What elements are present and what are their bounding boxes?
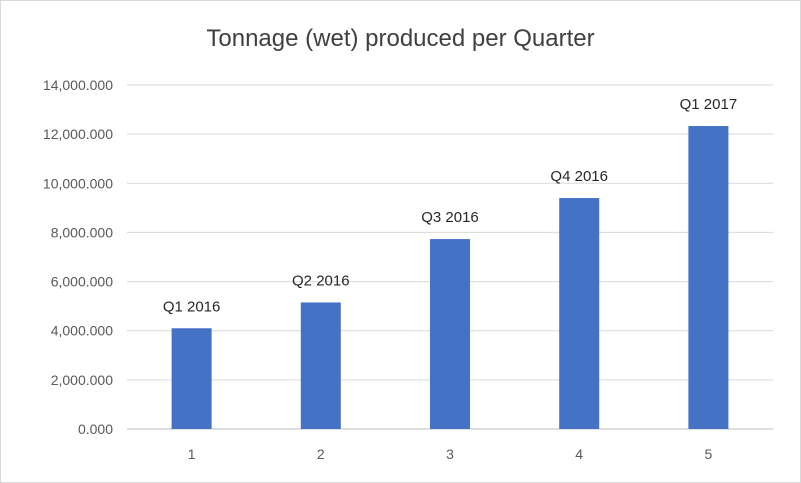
y-tick-label: 0.000 — [78, 421, 113, 437]
bar-data-label: Q1 2016 — [163, 298, 221, 315]
bar-data-label: Q1 2017 — [680, 96, 738, 113]
bar — [300, 302, 341, 429]
x-tick-label: 1 — [188, 446, 196, 462]
bar-data-label: Q4 2016 — [550, 168, 608, 185]
y-tick-label: 8,000.000 — [51, 224, 113, 240]
x-tick-label: 2 — [317, 446, 325, 462]
bar — [171, 328, 212, 429]
bar-data-label: Q2 2016 — [292, 272, 350, 289]
x-tick-label: 3 — [446, 446, 454, 462]
bar — [688, 126, 729, 429]
x-tick-label: 4 — [575, 446, 583, 462]
bar — [430, 239, 470, 429]
x-tick-label: 5 — [705, 446, 713, 462]
y-tick-label: 12,000.000 — [43, 126, 113, 142]
y-tick-label: 10,000.000 — [43, 175, 113, 191]
y-tick-label: 6,000.000 — [51, 274, 113, 290]
bar — [559, 198, 600, 429]
y-tick-label: 14,000.000 — [43, 77, 113, 93]
y-tick-label: 4,000.000 — [51, 323, 113, 339]
bar-data-label: Q3 2016 — [421, 209, 479, 226]
chart-title: Tonnage (wet) produced per Quarter — [206, 25, 595, 52]
y-tick-label: 2,000.000 — [51, 372, 113, 388]
